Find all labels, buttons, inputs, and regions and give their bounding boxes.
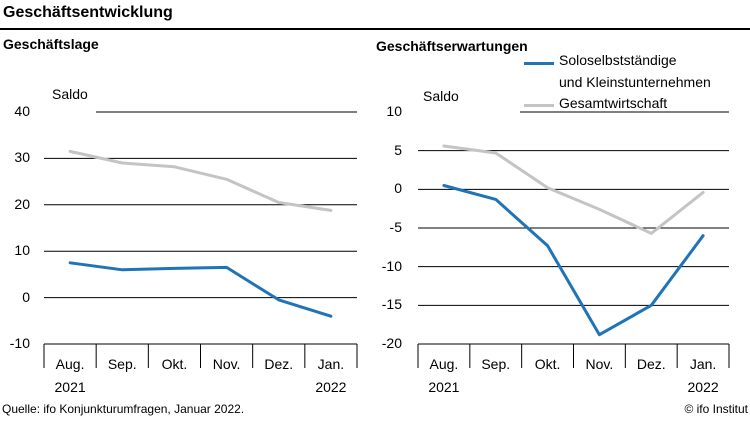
page-title: Geschäftsentwicklung xyxy=(3,4,173,21)
legend-swatch-gesamt xyxy=(524,104,554,107)
xtick-lage-0: Aug. xyxy=(55,356,85,372)
legend-label-solo-line1: Soloselbstständige xyxy=(559,52,677,68)
ytick-lage-4: 0 xyxy=(22,288,30,305)
ytick-lage-5: -10 xyxy=(9,335,30,351)
legend-label-gesamt: Gesamtwirtschaft xyxy=(559,95,668,111)
xtick-year-erw-5: 2022 xyxy=(687,379,719,395)
ytick-lage-3: 10 xyxy=(14,242,30,259)
xtick-erw-0: Aug. xyxy=(429,356,459,372)
xtick-lage-4: Dez. xyxy=(264,356,294,372)
xtick-lage-5: Jan. xyxy=(317,356,345,372)
xtick-erw-4: Dez. xyxy=(636,356,666,372)
series-line-lage-solo xyxy=(68,261,333,318)
xtick-year-lage-0: 2021 xyxy=(54,379,86,395)
ytick-erw-4: -10 xyxy=(381,257,402,274)
chart-title-geschaeftslage: Geschäftslage xyxy=(3,36,99,52)
source-note: Quelle: ifo Konjunkturumfragen, Januar 2… xyxy=(2,402,245,416)
ylabel-geschaeftslage: Saldo xyxy=(52,86,88,102)
xtick-erw-5: Jan. xyxy=(689,356,717,372)
xtick-year-lage-5: 2022 xyxy=(315,379,347,395)
ytick-erw-2: 0 xyxy=(394,180,402,197)
series-line-erw-gesamt xyxy=(442,144,705,235)
title-divider xyxy=(0,28,750,30)
ytick-erw-0: 10 xyxy=(386,103,402,119)
xtick-year-erw-0: 2021 xyxy=(428,379,460,395)
ytick-lage-0: 40 xyxy=(14,103,30,119)
xtick-lage-1: Sep. xyxy=(107,356,137,372)
xtick-lage-3: Nov. xyxy=(212,356,241,372)
ytick-erw-3: -5 xyxy=(389,219,402,235)
ytick-erw-5: -15 xyxy=(381,296,402,313)
ytick-erw-6: -20 xyxy=(381,335,402,351)
ytick-lage-1: 30 xyxy=(14,149,30,166)
legend-swatch-solo xyxy=(524,62,554,65)
copyright: © ifo Institut xyxy=(684,402,748,416)
xtick-lage-2: Okt. xyxy=(161,356,188,372)
ytick-erw-1: 5 xyxy=(394,141,402,158)
xtick-erw-3: Nov. xyxy=(585,356,614,372)
ytick-lage-2: 20 xyxy=(14,195,30,212)
xtick-erw-1: Sep. xyxy=(481,356,511,372)
ylabel-geschaeftserwartungen: Saldo xyxy=(423,88,459,104)
legend-label-solo-line2: und Kleinstunternehmen xyxy=(559,74,711,90)
chart-title-geschaeftserwartungen: Geschäftserwartungen xyxy=(376,38,528,54)
series-line-lage-gesamt xyxy=(68,149,333,212)
series-line-erw-solo xyxy=(442,184,705,337)
xtick-erw-2: Okt. xyxy=(534,356,561,372)
